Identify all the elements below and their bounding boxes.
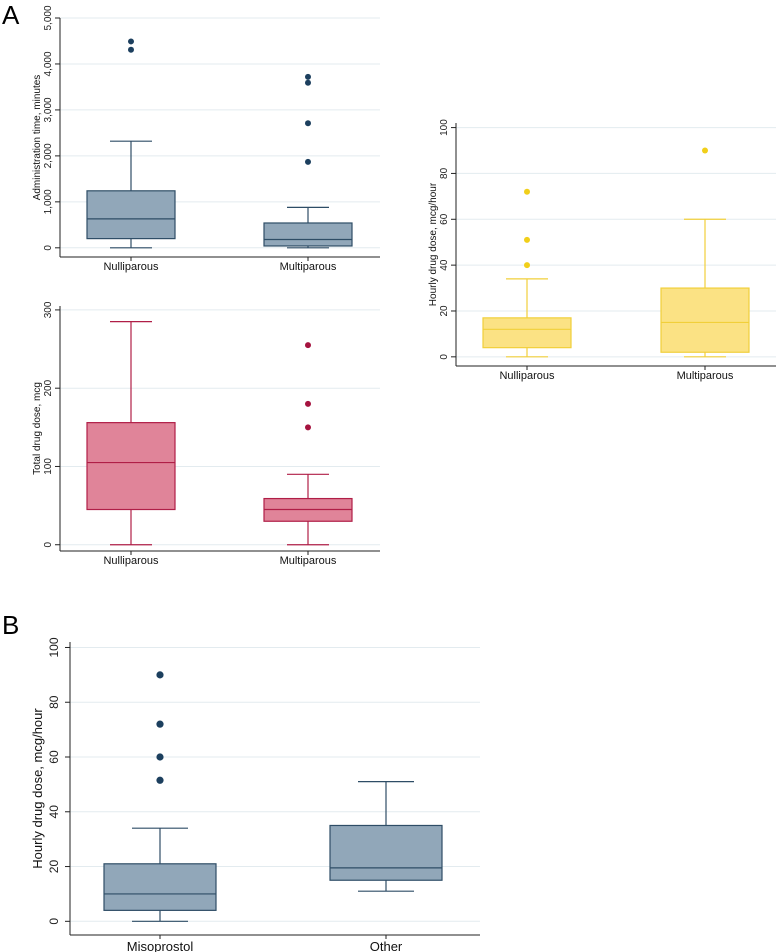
admin_time-outlier-point [305,120,311,127]
hourly_dose_drug-y-tick-label: 60 [47,750,61,764]
hourly_dose_parity-box-nulliparous [482,317,572,349]
admin_time-y-tick-label: 0 [43,245,54,251]
hourly_dose_drug-y-axis-title: Hourly drug dose, mcg/hour [30,708,45,869]
admin_time-y-axis-title: Administration time, minutes [32,75,43,201]
hourly_dose_parity-y-tick-label: 80 [439,167,450,179]
hourly_dose_parity-outlier-point [524,262,530,269]
hourly_dose_parity-y-tick-label: 40 [439,259,450,271]
hourly_dose_parity-y-tick-label: 100 [439,119,450,136]
total_dose-y-tick-label: 300 [43,301,54,318]
total_dose-outlier-point [305,424,311,431]
hourly_dose_drug-y-tick-label: 40 [47,805,61,819]
admin_time-outlier-point [305,158,311,165]
admin_time-y-tick-label: 1,000 [43,189,54,214]
total_dose-category-label: Multiparous [280,555,337,567]
admin_time-outlier-point [128,38,134,45]
total_dose-outlier-point [305,342,311,349]
admin_time-category-label: Nulliparous [103,261,159,273]
total_dose-category-label: Nulliparous [103,555,159,567]
hourly_dose_drug-y-tick-label: 0 [47,918,61,925]
hourly_dose_parity-y-tick-label: 20 [439,305,450,317]
total_dose-outlier-point [305,400,311,407]
hourly_dose_drug-box-other [329,824,443,881]
hourly_dose_drug-outlier-point [156,720,164,728]
hourly_dose_parity-box-multiparous [660,287,750,353]
hourly_dose_parity-y-axis-title: Hourly drug dose, mcg/hour [428,182,439,306]
hourly_dose_parity-y-tick-label: 0 [439,354,450,360]
hourly_dose_drug-y-tick-label: 100 [47,637,61,657]
total_dose-box-nulliparous [86,422,176,511]
total_dose-y-tick-label: 100 [43,458,54,475]
admin_time-outlier-point [305,73,311,80]
total_dose-y-axis-title: Total drug dose, mcg [32,382,43,475]
hourly_dose_parity-y-tick-label: 60 [439,213,450,225]
admin_time-y-tick-label: 2,000 [43,143,54,168]
hourly_dose_drug-box-misoprostol [103,863,217,911]
hourly_dose_drug-category-label: Misoprostol [127,939,194,952]
hourly_dose_drug-y-tick-label: 20 [47,860,61,874]
admin_time-outlier-point [305,79,311,86]
admin_time-y-tick-label: 3,000 [43,97,54,122]
admin_time-outlier-point [128,46,134,53]
panel-label-b: B [2,610,19,640]
hourly_dose_parity-category-label: Nulliparous [499,370,555,382]
hourly_dose_parity-category-label: Multiparous [677,370,734,382]
hourly_dose_parity-outlier-point [524,188,530,195]
hourly_dose_drug-outlier-point [156,776,164,784]
hourly_dose_drug-y-tick-label: 80 [47,695,61,709]
admin_time-y-tick-label: 5,000 [43,5,54,30]
admin_time-category-label: Multiparous [280,261,337,273]
total_dose-y-tick-label: 0 [43,542,54,548]
hourly_dose_parity-outlier-point [524,236,530,243]
admin_time-y-tick-label: 4,000 [43,51,54,76]
hourly_dose_drug-outlier-point [156,671,164,679]
admin_time-box-multiparous [263,222,353,247]
panel-label-a: A [2,0,20,30]
hourly_dose_drug-outlier-point [156,753,164,761]
admin_time-box-nulliparous [86,190,176,240]
hourly_dose_drug-category-label: Other [370,939,403,952]
hourly_dose_parity-outlier-point [702,147,708,154]
total_dose-y-tick-label: 200 [43,379,54,396]
